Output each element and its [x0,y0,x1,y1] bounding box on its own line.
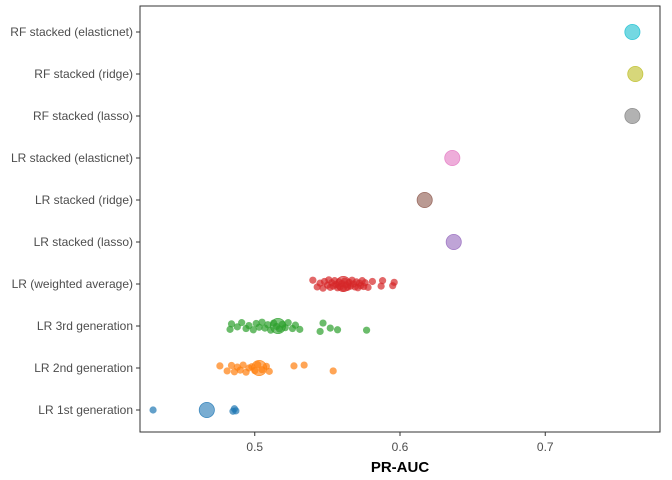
y-tick-label: LR 1st generation [38,403,133,417]
data-point [377,282,385,290]
data-point [264,321,272,329]
y-tick-label: LR 3rd generation [37,319,133,333]
series-group [627,66,644,83]
data-point [309,276,317,284]
data-point [216,362,224,370]
data-point [319,319,327,327]
data-point [223,367,231,375]
data-point [265,367,273,375]
data-point [390,278,398,286]
mean-point [198,401,215,418]
data-point [300,361,308,369]
data-point [238,319,246,327]
x-axis: 0.5 0.6 0.7 [246,432,554,454]
mean-point [444,149,461,166]
mean-point [251,359,268,376]
y-tick-label: LR stacked (elasticnet) [11,151,133,165]
y-tick-label: RF stacked (ridge) [34,67,133,81]
mean-point [335,275,352,292]
series-group [624,23,641,40]
y-tick-label: RF stacked (lasso) [33,109,133,123]
data-point [333,326,342,334]
data-point [249,326,257,334]
y-tick-label: LR stacked (ridge) [35,193,133,207]
data-point [227,320,236,328]
data-point [326,324,334,332]
series-group [309,275,398,292]
data-point [226,325,234,333]
x-tick-label: 0.6 [392,440,409,454]
series-group [416,191,433,208]
series-group [624,108,641,125]
mean-point [624,23,641,40]
y-axis: LR 1st generation LR 2nd generation LR 3rd… [10,25,140,417]
data-point [364,283,372,291]
data-point [296,325,304,333]
series-group [444,149,461,166]
data-point [227,361,236,370]
data-point [239,361,247,369]
x-tick-label: 0.7 [537,440,554,454]
mean-point [269,317,286,334]
series-group [226,317,371,336]
series-group [445,233,462,250]
data-point [258,318,266,326]
mean-point [627,66,644,83]
data-point [232,407,240,415]
data-point [362,326,371,334]
y-tick-label: LR stacked (lasso) [34,235,133,249]
data-point [329,367,337,375]
y-tick-label: RF stacked (elasticnet) [10,25,133,39]
x-tick-label: 0.5 [246,440,263,454]
points-layer [149,23,644,418]
mean-point [416,191,433,208]
data-point [284,319,292,327]
y-tick-label: LR 2nd generation [34,361,133,375]
data-point [149,406,157,414]
data-point [368,277,377,286]
data-point [290,362,298,370]
mean-point [445,233,462,250]
series-group [149,401,240,418]
series-group [216,359,337,376]
data-point [316,327,324,336]
data-point [378,277,387,285]
mean-point [624,108,641,125]
x-axis-title: PR-AUC [371,459,429,476]
y-tick-label: LR (weighted average) [12,277,133,291]
